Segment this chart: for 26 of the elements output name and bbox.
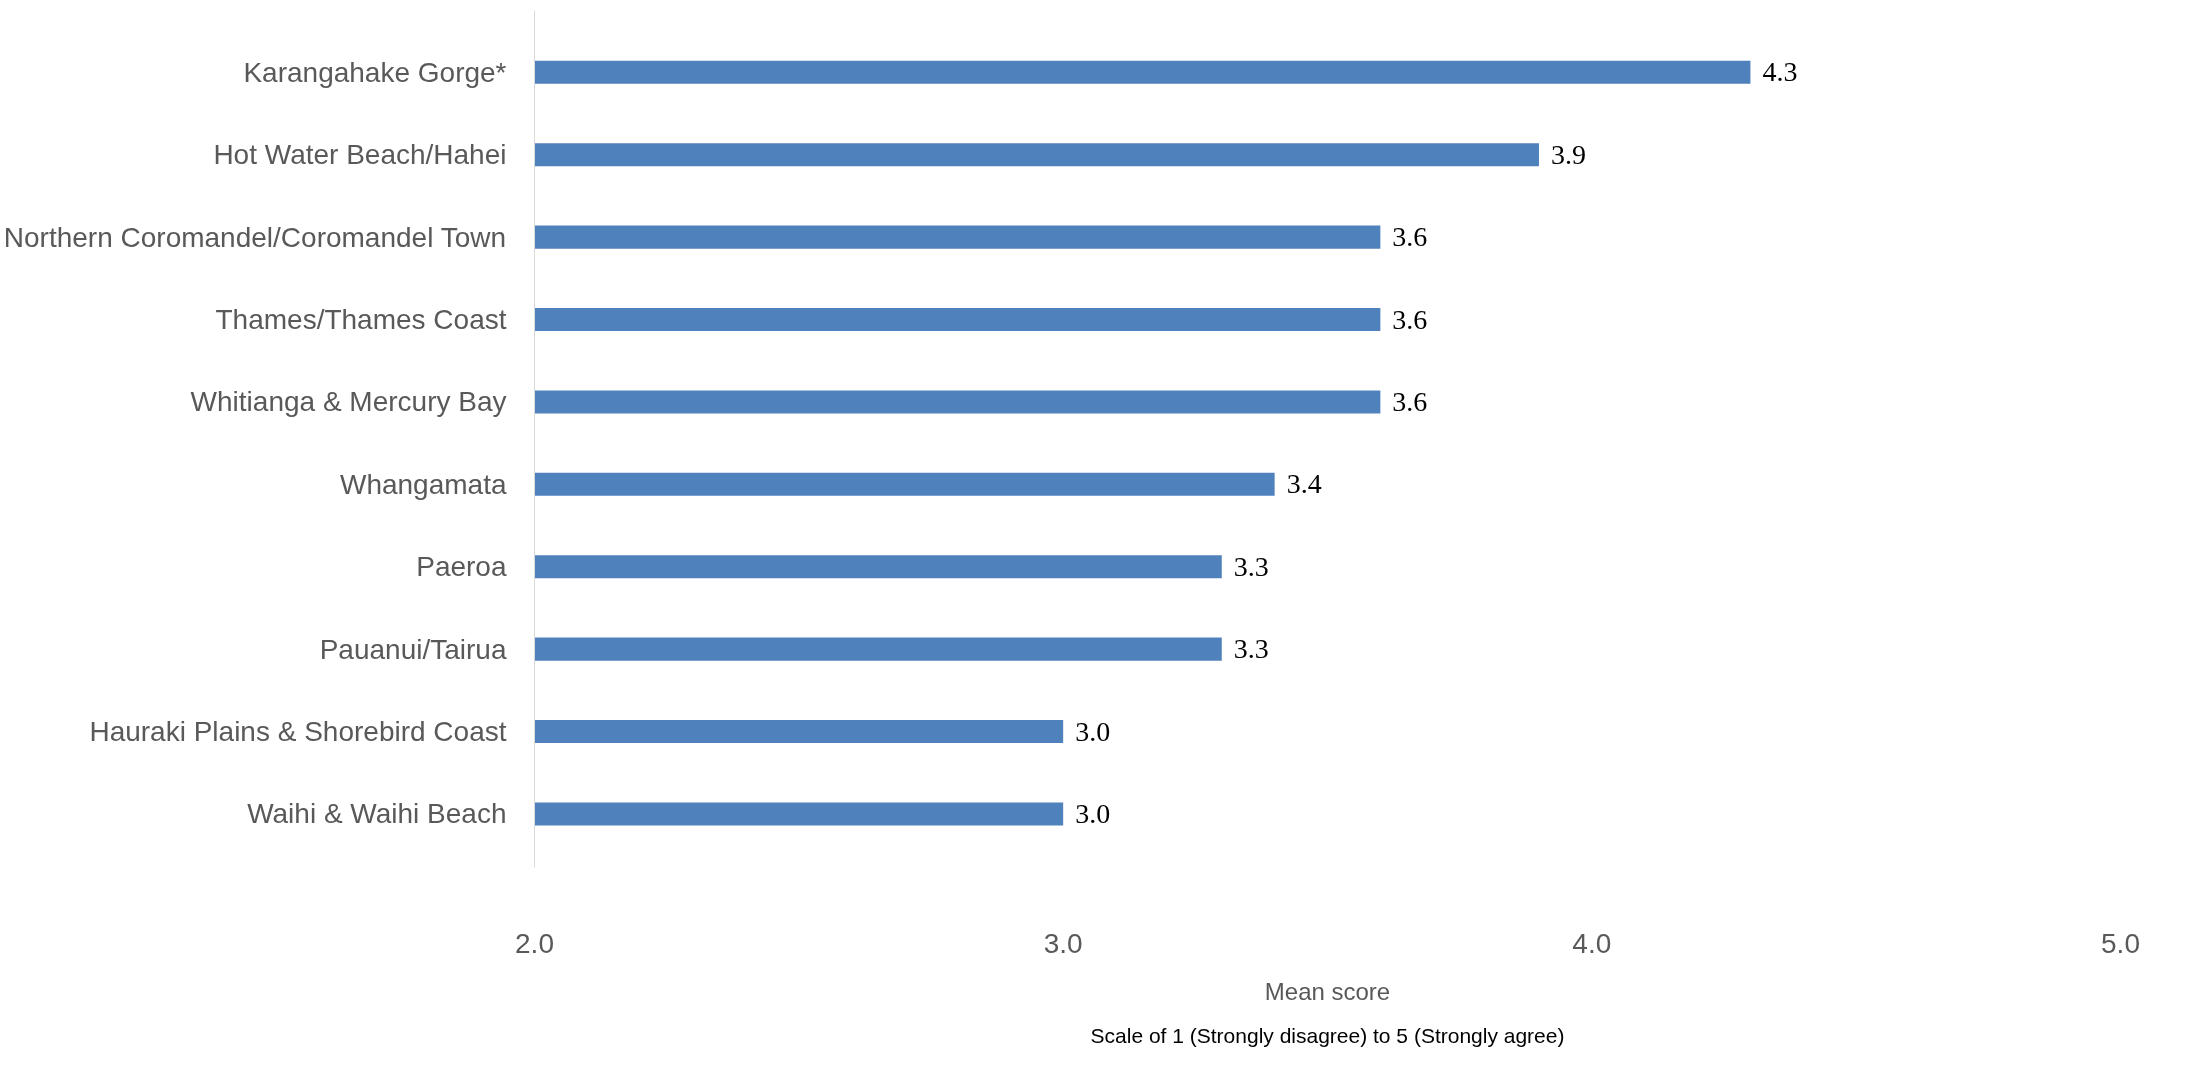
x-tick-label: 4.0 (1572, 927, 1612, 959)
y-tick-label: Whangamata (339, 468, 507, 500)
x-tick-label: 3.0 (1043, 927, 1083, 959)
data-label: 3.4 (1286, 468, 1322, 500)
data-label: 4.3 (1762, 56, 1798, 88)
y-tick-label: Whitianga & Mercury Bay (190, 386, 507, 418)
y-tick-label: Northern Coromandel/Coromandel Town (3, 221, 506, 253)
y-tick-label: Karangahake Gorge* (243, 56, 507, 88)
x-tick-label: 5.0 (2101, 927, 2140, 959)
data-label: 3.9 (1550, 138, 1586, 170)
x-tick-label: 2.0 (515, 927, 554, 959)
data-label: 3.6 (1392, 221, 1428, 253)
y-tick-label: Paeroa (416, 551, 507, 583)
data-label: 3.6 (1392, 385, 1428, 417)
y-tick-label: Hot Water Beach/Hahei (213, 139, 507, 171)
y-tick-label: Thames/Thames Coast (215, 304, 507, 336)
data-label: 3.3 (1233, 633, 1269, 665)
y-tick-label: Waihi & Waihi Beach (247, 798, 507, 830)
x-axis-title: Mean score (1264, 977, 1391, 1005)
data-label: 3.0 (1075, 797, 1111, 829)
text: Scale of 1 (Strongly disagree) to 5 (Strongly agree) (1090, 1023, 1565, 1047)
data-label: 3.6 (1392, 303, 1428, 335)
y-tick-label: Hauraki Plains & Shorebird Coast (89, 716, 507, 748)
y-tick-label: Pauanui/Tairua (319, 633, 507, 665)
data-label: 3.3 (1233, 550, 1269, 582)
data-label: 3.0 (1075, 715, 1111, 747)
